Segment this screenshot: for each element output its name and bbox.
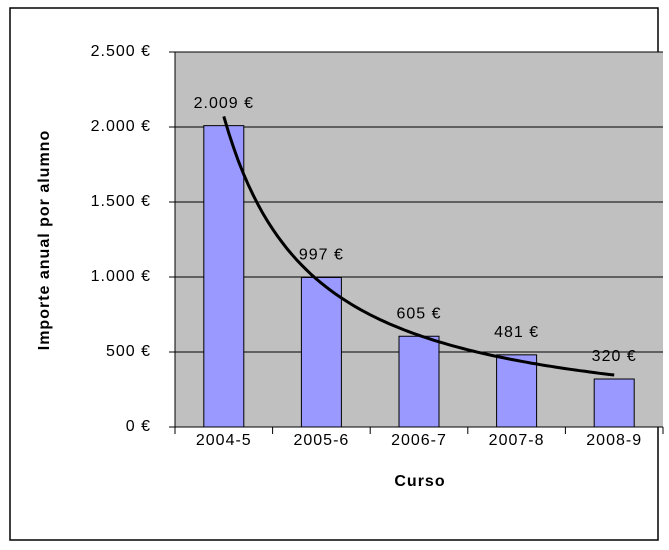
value-label: 997 € [299, 247, 344, 264]
value-label: 605 € [396, 305, 441, 322]
y-tick-label: 500 € [106, 343, 151, 360]
bar [593, 378, 635, 428]
value-label: 2.009 € [194, 95, 254, 112]
x-tick-label: 2005-6 [293, 432, 349, 449]
value-label: 320 € [592, 348, 637, 365]
bar [203, 125, 245, 428]
y-tick-label: 1.000 € [91, 268, 151, 285]
x-tick-label: 2007-8 [489, 432, 545, 449]
bar [300, 276, 342, 428]
y-axis-title: Importe anual por alumno [36, 130, 53, 350]
bar [398, 335, 440, 428]
y-tick-label: 2.000 € [91, 118, 151, 135]
y-tick-label: 0 € [126, 418, 151, 435]
x-tick-label: 2008-9 [586, 432, 642, 449]
y-tick-label: 1.500 € [91, 193, 151, 210]
x-tick-label: 2004-5 [196, 432, 252, 449]
bar [496, 354, 538, 428]
x-axis-title: Curso [394, 473, 445, 490]
x-tick-label: 2006-7 [391, 432, 447, 449]
value-label: 481 € [494, 324, 539, 341]
y-tick-label: 2.500 € [91, 43, 151, 60]
trendline [222, 115, 615, 377]
